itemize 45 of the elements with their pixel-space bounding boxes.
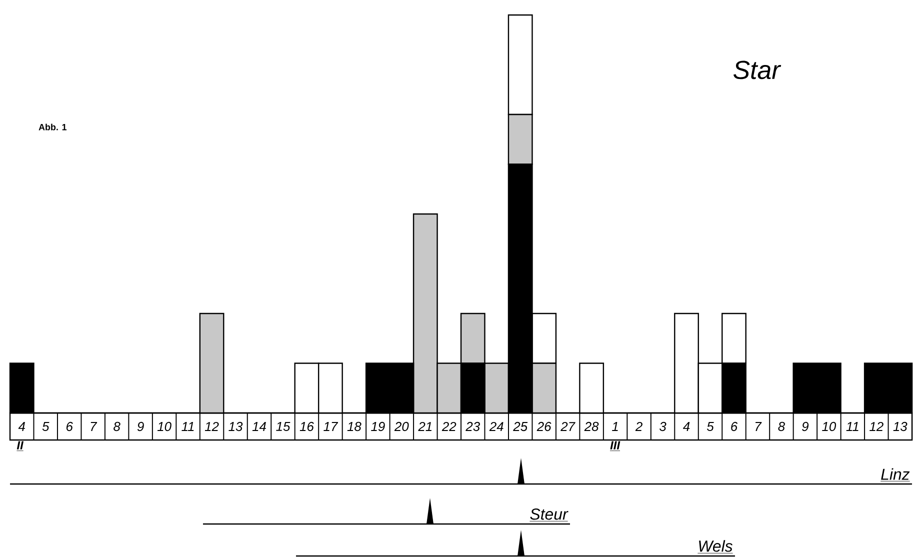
text: Wels (699, 540, 732, 552)
x-tick-label: 10 (822, 422, 836, 432)
x-tick-label: 8 (778, 422, 785, 432)
x-tick-label: 6 (731, 422, 738, 432)
x-tick-label: 21 (418, 422, 432, 432)
x-tick-label: 2 (635, 422, 642, 432)
text: Steur (530, 508, 568, 520)
x-tick-label: 24 (489, 422, 504, 432)
x-tick-label: 4 (18, 422, 25, 431)
x-tick-label: 14 (252, 422, 266, 431)
x-tick-label: 12 (204, 422, 219, 432)
x-tick-label: 11 (182, 422, 194, 431)
x-tick-label: 23 (466, 422, 480, 432)
x-tick-label: 9 (802, 422, 809, 432)
x-tick-label: 27 (560, 422, 576, 432)
x-tick-label: 19 (371, 422, 385, 432)
x-tick-label: 16 (300, 422, 314, 432)
x-tick-label: 20 (394, 422, 409, 432)
x-tick-label: 11 (846, 422, 858, 431)
x-tick-label: 12 (870, 422, 884, 432)
text: Star (733, 60, 782, 80)
x-tick-label: 6 (66, 422, 73, 432)
x-tick-label: 5 (42, 422, 50, 431)
x-tick-label: 4 (682, 422, 690, 431)
x-tick-label: 8 (114, 422, 120, 432)
text: II (16, 441, 24, 450)
x-tick-label: 9 (137, 422, 144, 432)
x-tick-label: 1 (612, 422, 618, 431)
x-tick-label: 5 (706, 422, 714, 431)
x-tick-label: 13 (228, 422, 243, 432)
x-tick-label: 17 (324, 422, 338, 431)
text: Linz (881, 468, 910, 480)
annotation: Abb. 1 (38, 124, 67, 130)
x-tick-label: 7 (755, 422, 762, 431)
x-tick-label: 3 (659, 422, 666, 432)
x-tick-label: 13 (893, 422, 908, 432)
x-tick-label: 10 (157, 422, 172, 432)
x-tick-label: 18 (347, 422, 362, 432)
x-tick-label: 15 (276, 422, 290, 431)
x-tick-label: 26 (536, 422, 552, 432)
x-tick-label: 25 (513, 422, 528, 432)
x-tick-label: 7 (90, 422, 98, 431)
text: III (610, 441, 620, 450)
x-tick-label: 22 (442, 422, 456, 432)
x-tick-label: 28 (584, 422, 599, 432)
